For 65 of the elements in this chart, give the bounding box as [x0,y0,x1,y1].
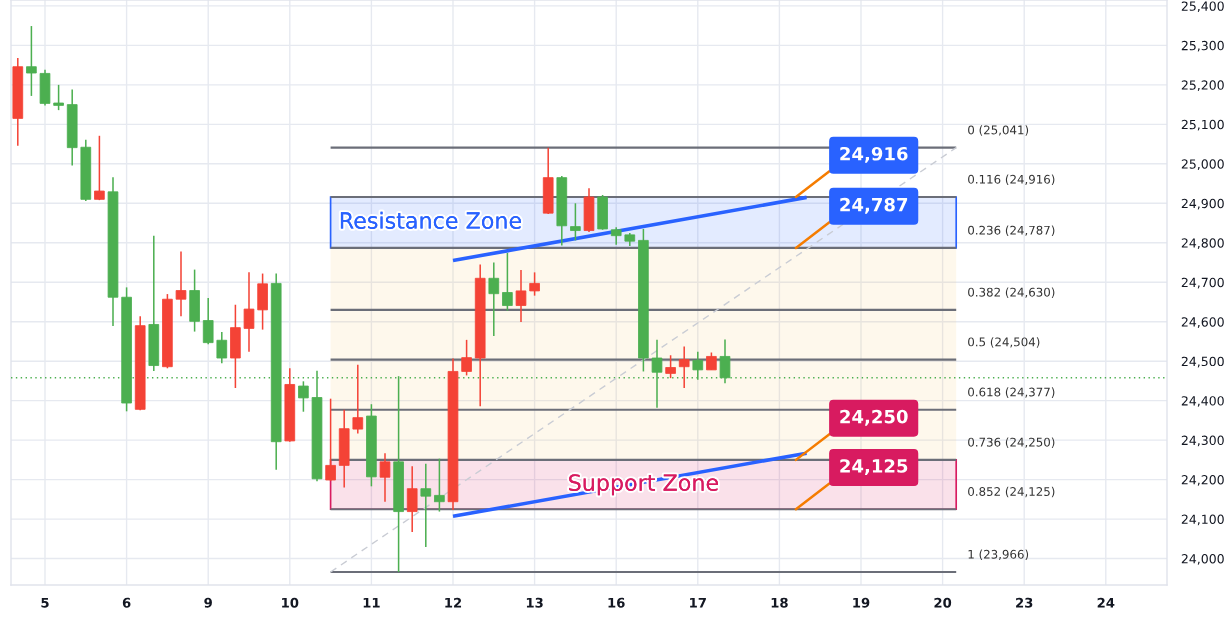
candlestick [488,261,500,337]
y-tick-label: 24,800 [1181,238,1224,249]
candlestick [570,202,581,242]
series-label: 1 (23,966) [968,549,1029,561]
candlestick [434,457,445,513]
y-tick-label: 24,100 [1181,514,1224,526]
series-label: 0.5 (24,504) [968,337,1040,348]
series-label: 0.736 (24,250) [968,437,1055,449]
candlestick [216,331,228,364]
y-tick-label: 24,500 [1181,356,1224,368]
candlestick [243,271,255,353]
candlestick [502,252,513,312]
annotation: 24,916 [840,146,908,163]
annotation: 24,250 [840,409,908,426]
candlestick [325,397,336,482]
y-tick-label: 24,900 [1181,198,1224,210]
y-tick-label: 24,700 [1181,277,1224,289]
x-tick-label: 16 [608,597,625,608]
x-tick-label: 20 [934,597,952,608]
series-label: 0.236 (24,787) [968,225,1055,237]
series-label: 0.852 (24,125) [968,486,1055,498]
candlestick [461,339,472,377]
candlestick [352,363,364,435]
candlestick [665,354,676,379]
series-label: 0.382 (24,630) [968,287,1055,299]
candlestick [26,25,37,97]
y-tick-label: 24,600 [1181,317,1224,328]
series-label: 0.116 (24,916) [968,174,1055,186]
candlestick [529,271,540,297]
series-label: 0.618 (24,377) [968,387,1055,398]
y-tick-label: 24,200 [1181,475,1224,486]
x-tick-label: 19 [853,597,870,608]
candlestick [53,84,64,111]
x-tick-label: 17 [690,597,706,608]
candlestick [420,463,432,548]
x-tick-label: 13 [526,597,543,608]
y-tick-label: 25,200 [1181,80,1224,92]
candlestick [515,269,527,323]
y-tick-label: 25,000 [1181,159,1224,171]
annotation: 24,787 [840,197,908,214]
candlestick [94,135,105,201]
candlestick [406,465,418,533]
candlestick [678,345,690,389]
candlestick [175,250,187,317]
x-tick-label: 5 [41,597,49,608]
candlestick [202,297,214,345]
annotation: 24,125 [840,459,908,476]
y-tick-label: 24,300 [1181,435,1224,447]
x-tick-label: 9 [204,597,212,608]
candlestick [379,452,391,503]
x-tick-label: 24 [1097,597,1115,608]
x-tick-label: 23 [1016,597,1033,608]
y-tick-label: 25,400 [1181,1,1224,13]
y-tick-label: 24,000 [1181,554,1224,565]
x-tick-label: 18 [771,597,788,608]
x-tick-label: 12 [445,597,462,608]
y-tick-label: 25,100 [1181,119,1224,131]
x-tick-label: 10 [282,597,299,608]
band-label: Resistance Zone [340,211,521,229]
x-tick-label: 11 [363,597,380,608]
y-tick-label: 24,400 [1181,396,1224,407]
series-label: 0 (25,041) [968,125,1029,136]
candlestick [298,380,309,413]
x-tick-label: 6 [122,597,131,608]
y-tick-label: 25,300 [1181,40,1224,52]
